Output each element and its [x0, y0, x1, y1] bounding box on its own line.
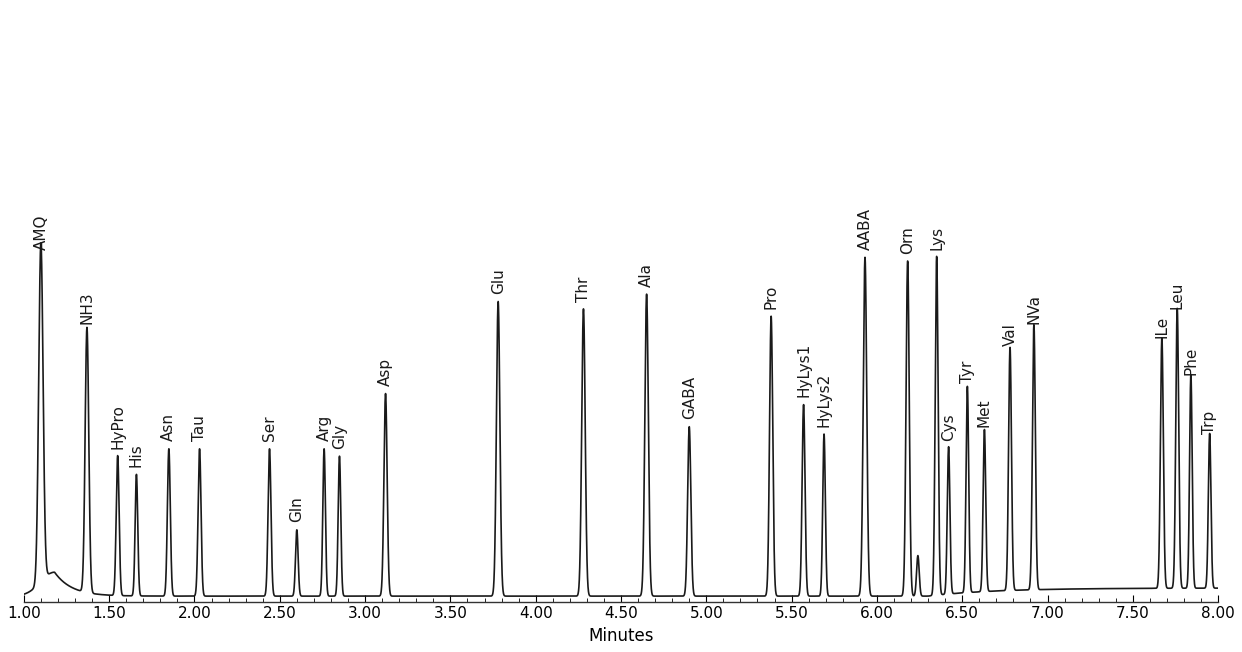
- Text: Val: Val: [1002, 323, 1017, 346]
- Text: Ser: Ser: [262, 416, 277, 441]
- Text: NVa: NVa: [1026, 293, 1041, 323]
- Text: Pro: Pro: [764, 284, 779, 309]
- Text: Gly: Gly: [332, 424, 347, 449]
- X-axis label: Minutes: Minutes: [589, 627, 653, 645]
- Text: Cys: Cys: [941, 414, 956, 441]
- Text: Glu: Glu: [491, 269, 505, 294]
- Text: HyLys1: HyLys1: [796, 343, 811, 397]
- Text: Leu: Leu: [1170, 282, 1185, 309]
- Text: Tyr: Tyr: [960, 360, 975, 383]
- Text: Thr: Thr: [576, 276, 591, 301]
- Text: HyPro: HyPro: [111, 404, 125, 449]
- Text: Asp: Asp: [378, 358, 392, 386]
- Text: Asn: Asn: [161, 413, 176, 441]
- Text: Ala: Ala: [640, 263, 655, 287]
- Text: NH3: NH3: [79, 291, 94, 323]
- Text: Lys: Lys: [929, 226, 944, 250]
- Text: AABA: AABA: [857, 208, 872, 250]
- Text: Gln: Gln: [289, 497, 304, 522]
- Text: His: His: [129, 443, 144, 467]
- Text: GABA: GABA: [682, 376, 697, 419]
- Text: AMQ: AMQ: [34, 215, 48, 250]
- Text: Orn: Orn: [900, 226, 915, 254]
- Text: Arg: Arg: [317, 415, 332, 441]
- Text: Phe: Phe: [1184, 347, 1199, 375]
- Text: Met: Met: [977, 398, 992, 426]
- Text: HyLys2: HyLys2: [816, 372, 832, 426]
- Text: Trp: Trp: [1202, 411, 1217, 434]
- Text: Tau: Tau: [193, 415, 207, 441]
- Text: ILe: ILe: [1154, 316, 1170, 338]
